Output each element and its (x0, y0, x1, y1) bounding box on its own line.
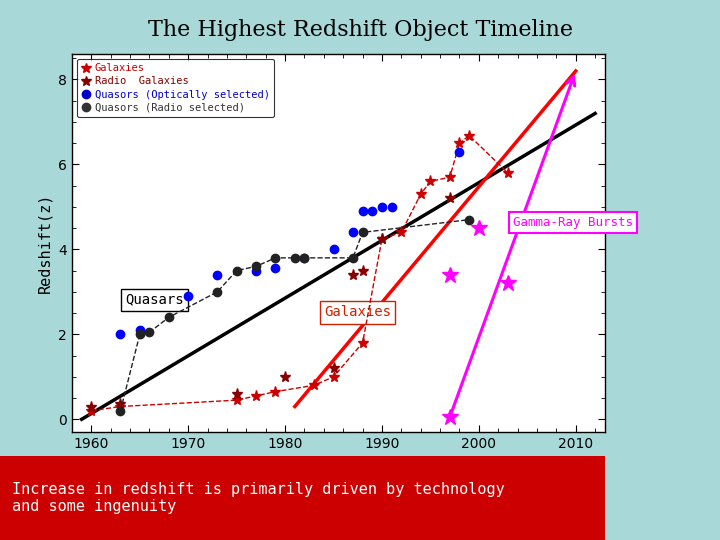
Y-axis label: Redshift(z): Redshift(z) (37, 193, 53, 293)
Text: The Highest Redshift Object Timeline: The Highest Redshift Object Timeline (148, 19, 572, 40)
Legend: Galaxies, Radio  Galaxies, Quasors (Optically selected), Quasors (Radio selected: Galaxies, Radio Galaxies, Quasors (Optic… (77, 59, 274, 117)
Text: Quasars: Quasars (125, 293, 184, 307)
Text: Increase in redshift is primarily driven by technology
and some ingenuity: Increase in redshift is primarily driven… (12, 482, 505, 514)
Text: Gamma-Ray Bursts: Gamma-Ray Bursts (513, 216, 633, 229)
Text: Galaxies: Galaxies (324, 306, 391, 320)
X-axis label: Year: Year (320, 456, 356, 471)
